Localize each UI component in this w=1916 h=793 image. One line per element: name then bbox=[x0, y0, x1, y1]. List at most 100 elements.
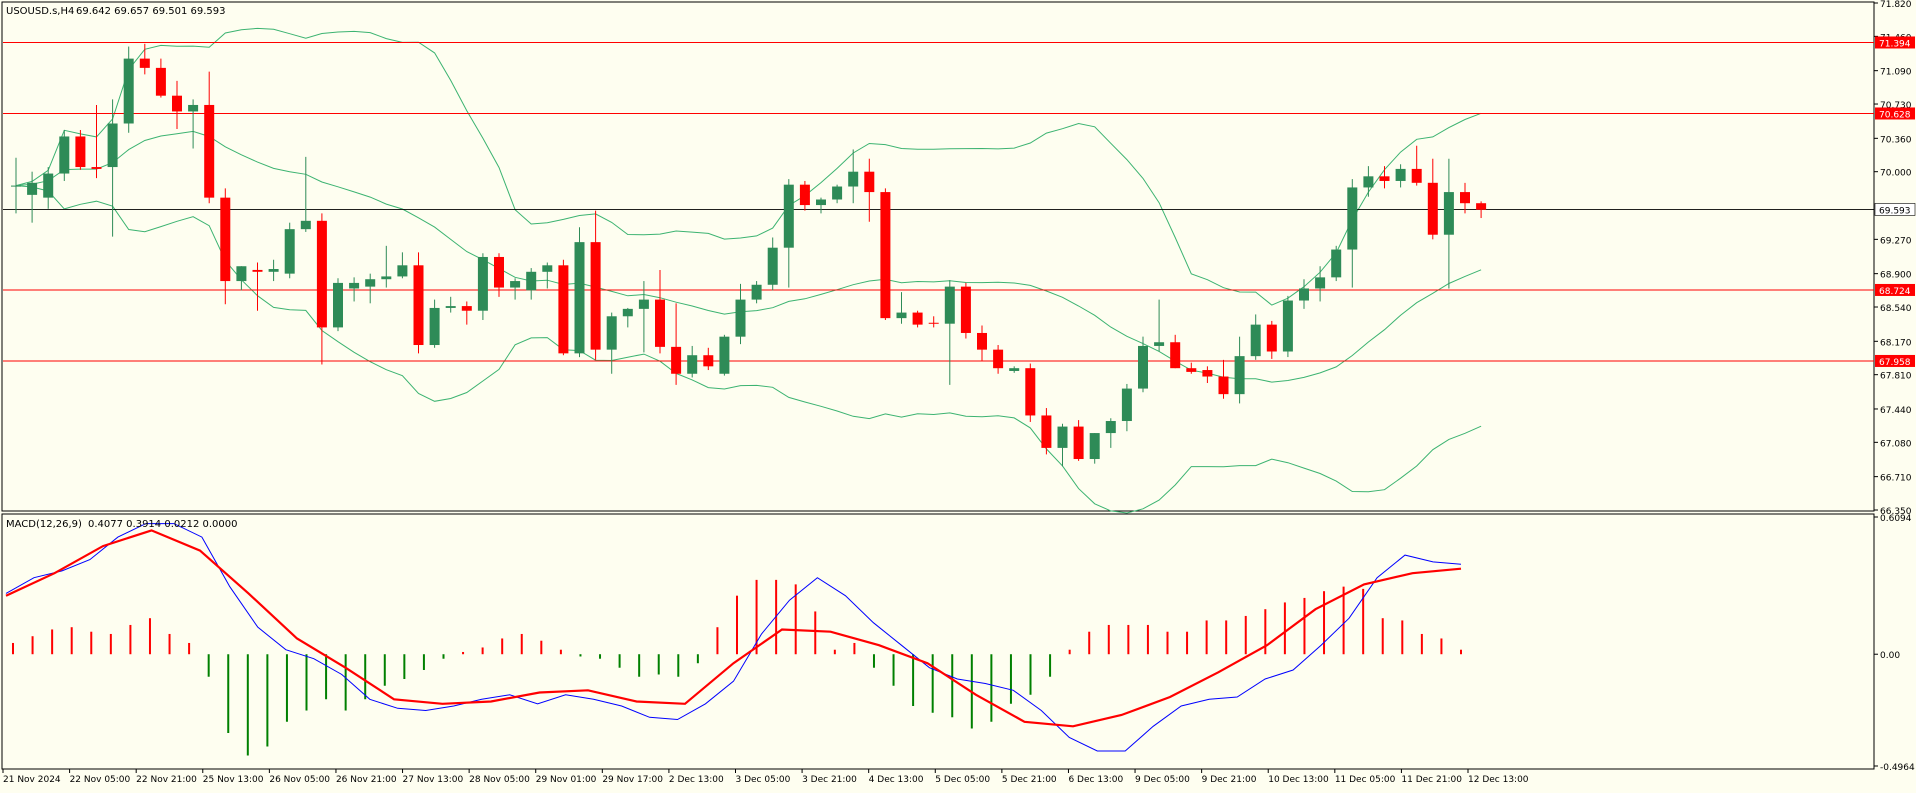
candle-body bbox=[300, 220, 311, 230]
candle-body bbox=[1476, 203, 1487, 210]
price-label-box bbox=[1874, 203, 1916, 216]
time-tick-label: 5 Dec 21:00 bbox=[1002, 775, 1057, 785]
time-tick-label: 22 Nov 21:00 bbox=[136, 775, 197, 785]
macd-indicator bbox=[5, 523, 1462, 756]
candle-body bbox=[27, 182, 38, 195]
candle-body bbox=[574, 242, 585, 354]
price-label: 68.724 bbox=[1879, 287, 1911, 297]
signal-line bbox=[5, 529, 1462, 728]
ohlc-values: 69.642 69.657 69.501 69.593 bbox=[76, 6, 226, 17]
candle-body bbox=[735, 299, 746, 337]
candle-body bbox=[91, 167, 102, 169]
price-label: 69.593 bbox=[1879, 206, 1911, 216]
candle-body bbox=[268, 269, 279, 272]
price-tick-label: 67.440 bbox=[1880, 406, 1912, 416]
time-tick-label: 26 Nov 21:00 bbox=[336, 775, 397, 785]
macd-tick-label: -0.4964 bbox=[1880, 763, 1915, 773]
candle-body bbox=[155, 67, 166, 96]
candle-body bbox=[751, 284, 762, 300]
candle-body bbox=[638, 299, 649, 309]
candle-body bbox=[1266, 324, 1277, 352]
candle-body bbox=[526, 271, 537, 291]
price-tick-label: 67.080 bbox=[1880, 439, 1912, 449]
price-tick-label: 67.810 bbox=[1880, 372, 1912, 382]
price-tick-label: 71.820 bbox=[1880, 0, 1912, 10]
candle-body bbox=[204, 104, 215, 198]
price-label: 70.628 bbox=[1879, 110, 1911, 120]
horizontal-levels bbox=[3, 41, 1874, 362]
macd-tick-label: 0.6094 bbox=[1880, 514, 1912, 524]
candle-body bbox=[1089, 433, 1100, 460]
price-label-box bbox=[1875, 354, 1915, 367]
candle-body bbox=[816, 199, 826, 206]
candle-body bbox=[236, 266, 247, 282]
candle-body bbox=[1443, 192, 1454, 235]
time-tick-label: 9 Dec 21:00 bbox=[1202, 775, 1257, 785]
price-label: 71.394 bbox=[1879, 39, 1911, 49]
candle-body bbox=[960, 286, 971, 333]
candle-body bbox=[542, 265, 553, 272]
time-tick-label: 25 Nov 13:00 bbox=[203, 775, 264, 785]
candle-body bbox=[928, 322, 939, 324]
candle-body bbox=[1250, 324, 1261, 357]
price-tick-label: 70.360 bbox=[1880, 135, 1912, 145]
candle-body bbox=[172, 95, 182, 112]
time-tick-label: 12 Dec 13:00 bbox=[1468, 775, 1529, 785]
candle-body bbox=[880, 192, 891, 319]
bollinger-upper bbox=[15, 27, 1482, 306]
candle-body bbox=[75, 136, 86, 168]
candle-body bbox=[1218, 376, 1229, 395]
candle-body bbox=[381, 276, 392, 280]
candle-body bbox=[1154, 342, 1165, 346]
candle-body bbox=[1009, 368, 1020, 371]
macd-line bbox=[5, 523, 1462, 752]
time-tick-label: 21 Nov 2024 bbox=[3, 775, 61, 785]
time-tick-label: 27 Nov 13:00 bbox=[403, 775, 464, 785]
macd-values: 0.4077 0.3914 0.0212 0.0000 bbox=[88, 519, 238, 530]
candle-body bbox=[558, 265, 569, 354]
price-label-box bbox=[1875, 36, 1915, 49]
candle-body bbox=[1460, 192, 1470, 204]
price-tick-label: 71.090 bbox=[1880, 68, 1912, 78]
candle-body bbox=[1234, 356, 1245, 395]
candle-body bbox=[220, 197, 231, 282]
time-tick-label: 9 Dec 05:00 bbox=[1135, 775, 1190, 785]
candle-body bbox=[494, 256, 504, 288]
candle-body bbox=[1202, 370, 1213, 377]
candle-body bbox=[284, 229, 295, 274]
price-tick-label: 68.540 bbox=[1880, 304, 1912, 314]
candle-body bbox=[703, 355, 714, 367]
time-tick-label: 28 Nov 05:00 bbox=[469, 775, 530, 785]
candle-body bbox=[316, 220, 327, 328]
candle-body bbox=[655, 299, 665, 347]
candle-body bbox=[1121, 388, 1132, 422]
candle-body bbox=[123, 58, 134, 124]
candle-body bbox=[687, 355, 698, 374]
candle-body bbox=[1105, 421, 1116, 434]
price-tick-label: 66.350 bbox=[1880, 507, 1912, 517]
candle-body bbox=[799, 184, 810, 206]
time-tick-label: 5 Dec 05:00 bbox=[935, 775, 990, 785]
price-label-box bbox=[1875, 107, 1915, 120]
candle-body bbox=[1282, 300, 1293, 352]
candle-body bbox=[1073, 426, 1084, 460]
price-tick-label: 68.900 bbox=[1880, 271, 1912, 281]
time-tick-label: 4 Dec 13:00 bbox=[869, 775, 924, 785]
candle-body bbox=[832, 186, 843, 200]
price-tick-label: 66.710 bbox=[1880, 474, 1912, 484]
candle-body bbox=[1170, 342, 1181, 369]
time-tick-label: 3 Dec 21:00 bbox=[802, 775, 857, 785]
candle-body bbox=[1057, 426, 1068, 448]
candle-body bbox=[188, 104, 199, 112]
symbol-label: USOUSD.s,H4 bbox=[6, 6, 74, 17]
macd-pane-frame bbox=[1, 513, 1875, 770]
bollinger-lower bbox=[15, 185, 1482, 514]
candle-body bbox=[1041, 415, 1052, 448]
candle-body bbox=[1315, 277, 1326, 289]
candle-body bbox=[767, 247, 778, 285]
candlesticks bbox=[11, 43, 1487, 467]
bollinger-middle bbox=[15, 130, 1482, 383]
main-pane-frame bbox=[1, 1, 1875, 512]
